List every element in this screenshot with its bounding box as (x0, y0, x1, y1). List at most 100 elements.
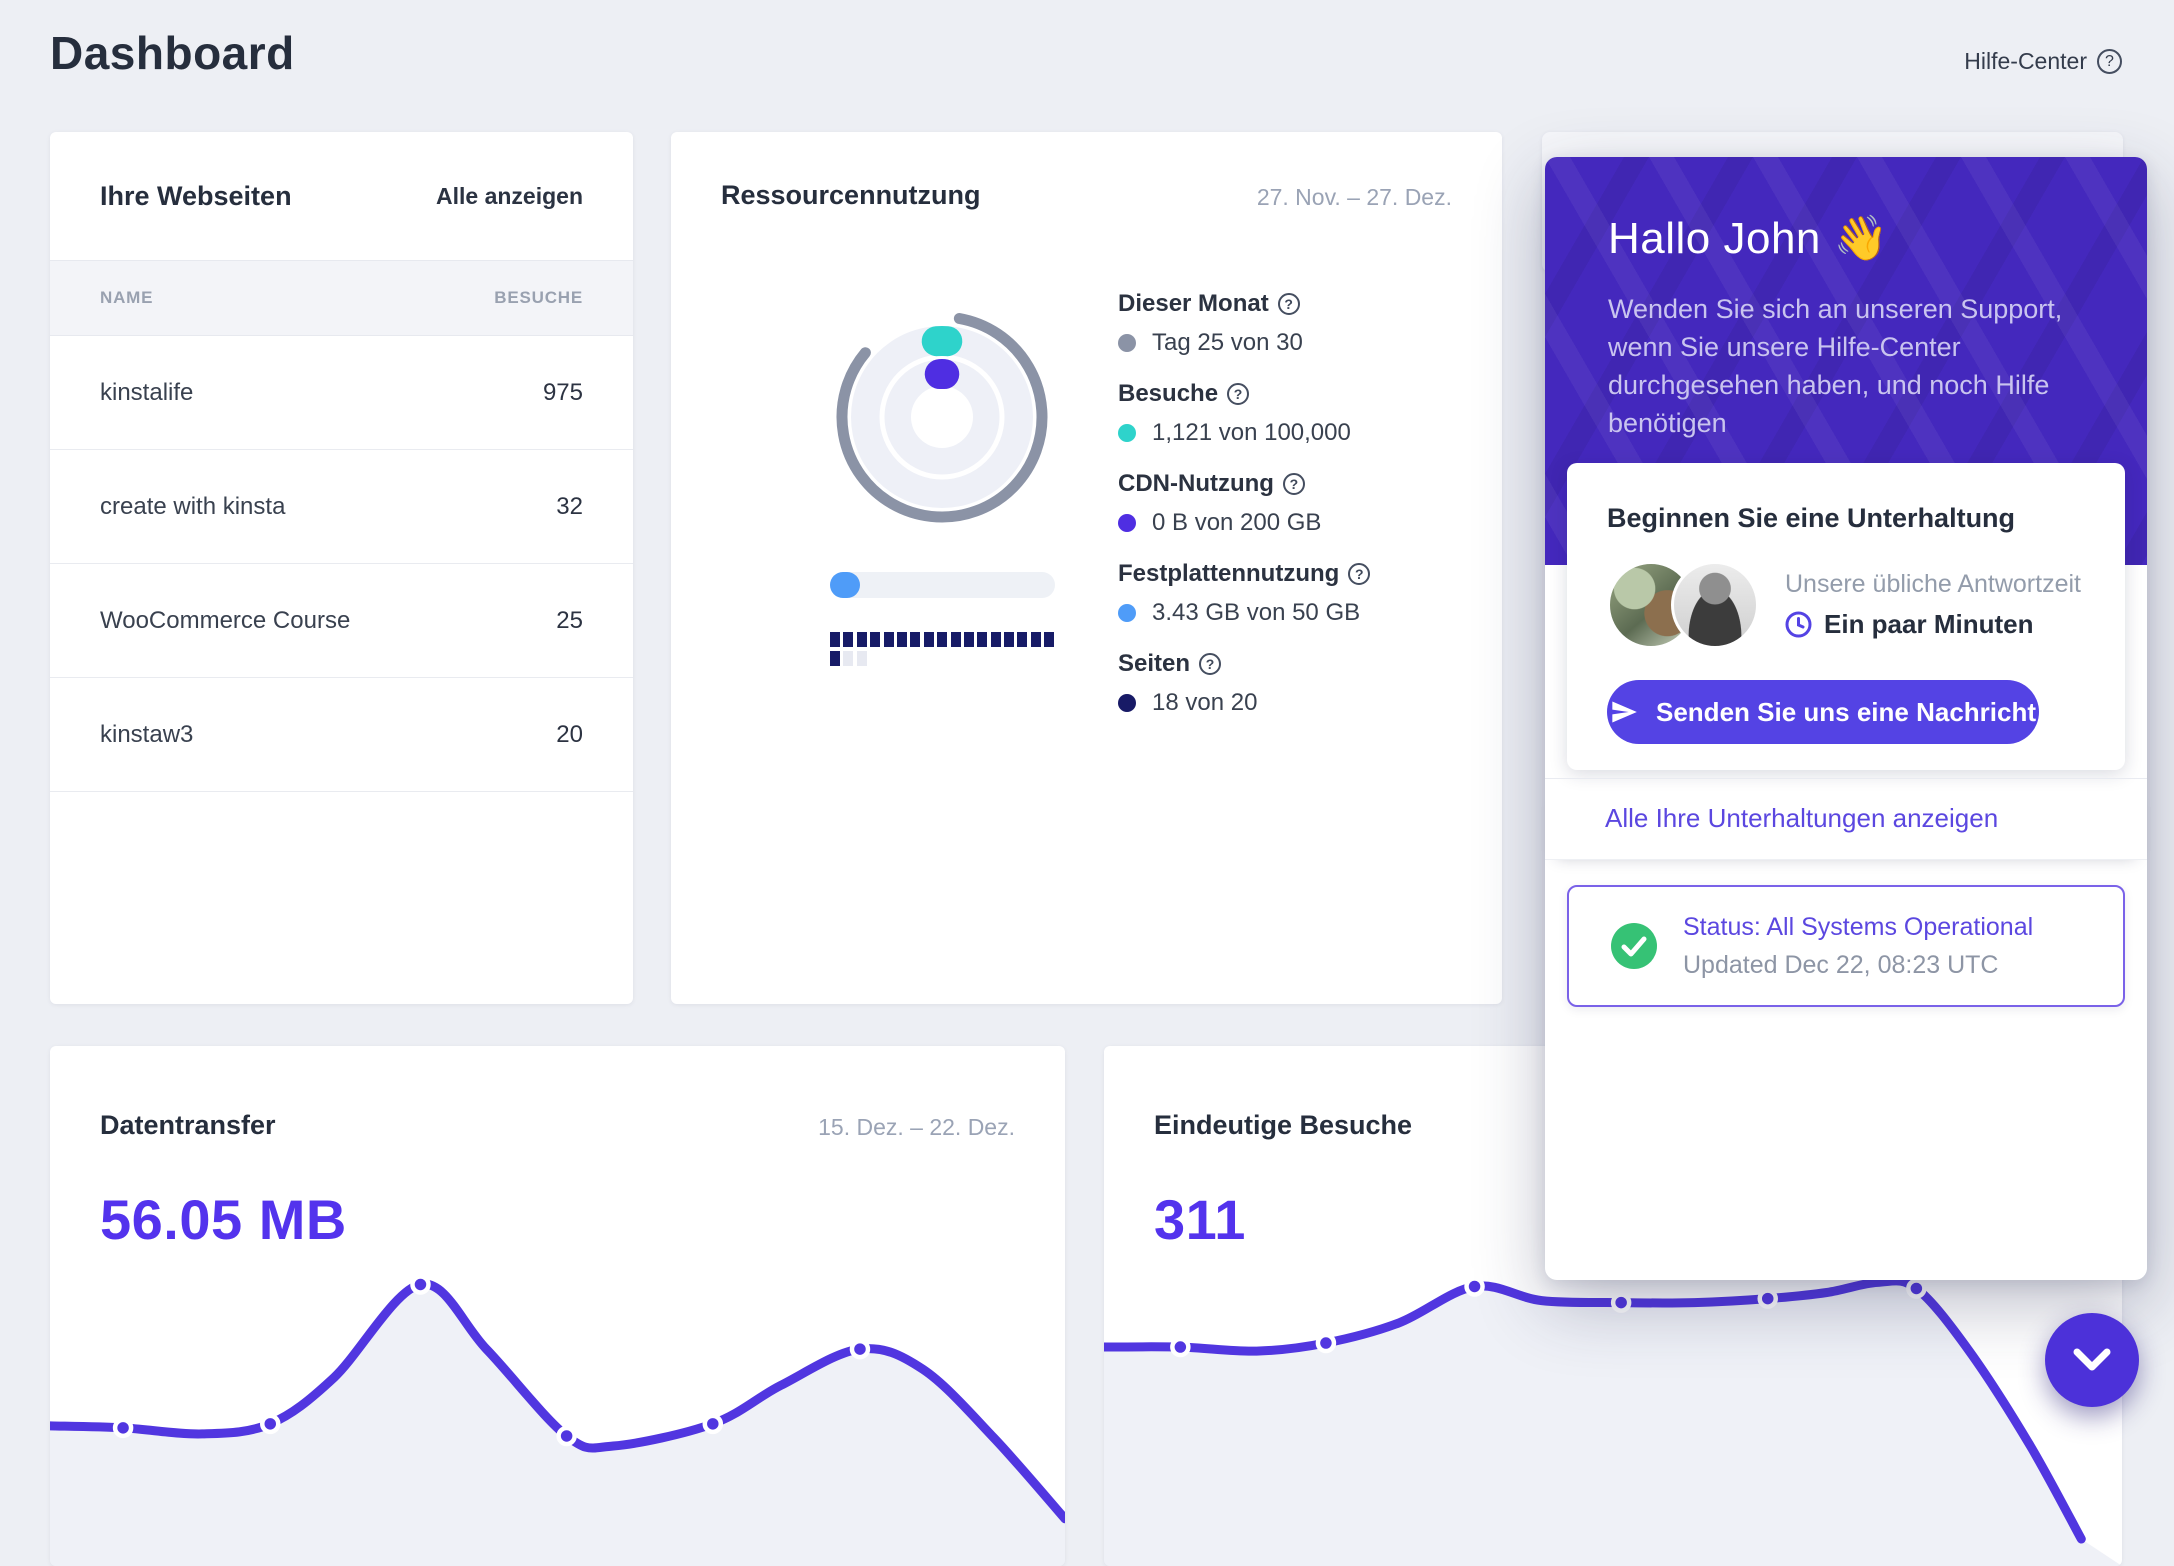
table-row[interactable]: WooCommerce Course 25 (50, 564, 633, 678)
page-segment (897, 632, 907, 647)
data-point (1172, 1339, 1188, 1355)
legend-label: Besuche (1118, 380, 1218, 408)
info-icon[interactable]: ? (1227, 383, 1249, 405)
info-icon[interactable]: ? (1283, 473, 1305, 495)
table-row[interactable]: kinstaw3 20 (50, 678, 633, 792)
page-segment (937, 632, 947, 647)
legend-value: 0 B von 200 GB (1152, 509, 1321, 537)
legend-value: 3.43 GB von 50 GB (1152, 599, 1360, 627)
legend-item-disk: Festplattennutzung? 3.43 GB von 50 GB (1118, 560, 1458, 627)
minimize-chat-button[interactable] (2045, 1313, 2139, 1407)
send-message-button[interactable]: Senden Sie uns eine Nachricht (1607, 680, 2039, 744)
support-chat-widget: Hallo John 👋 Wenden Sie sich an unseren … (1545, 157, 2147, 1280)
page-segment (830, 632, 840, 647)
websites-card: Ihre Webseiten Alle anzeigen NAME BESUCH… (50, 132, 633, 1004)
check-circle-icon (1611, 923, 1657, 969)
unique-visits-title: Eindeutige Besuche (1154, 1110, 1412, 1141)
chat-intro-text: Wenden Sie sich an unseren Support, wenn… (1608, 290, 2068, 442)
legend-dot (1118, 604, 1136, 622)
info-icon[interactable]: ? (1199, 653, 1221, 675)
site-name: WooCommerce Course (100, 607, 350, 635)
help-icon[interactable]: ? (2097, 49, 2122, 74)
status-link[interactable]: Status: All Systems Operational (1683, 913, 2033, 942)
page-segment (1004, 632, 1014, 647)
chevron-down-icon (2071, 1347, 2113, 1373)
data-point (1908, 1280, 1924, 1296)
usage-legend: Dieser Monat? Tag 25 von 30 Besuche? 1,1… (1118, 290, 1458, 740)
page-segment (843, 651, 853, 666)
data-point (705, 1416, 721, 1432)
response-time-value: Ein paar Minuten (1824, 609, 2033, 640)
page-segment (1031, 632, 1041, 647)
data-point (1318, 1335, 1334, 1351)
response-time-label: Unsere übliche Antwortzeit (1785, 570, 2081, 599)
show-all-link[interactable]: Alle anzeigen (436, 183, 583, 210)
column-visits: BESUCHE (494, 288, 583, 308)
site-visits: 32 (556, 493, 583, 521)
resources-date-range: 27. Nov. – 27. Dez. (1257, 180, 1452, 211)
unique-visits-line-chart (1104, 1240, 2122, 1566)
chat-greeting: Hallo John 👋 (1608, 212, 2147, 264)
avatar (1671, 561, 1759, 649)
start-conversation-card: Beginnen Sie eine Unterhaltung Unsere üb… (1567, 463, 2125, 770)
data-point (115, 1420, 131, 1436)
legend-value: 1,121 von 100,000 (1152, 419, 1351, 447)
page-segment (1017, 632, 1027, 647)
page-segment (884, 632, 894, 647)
table-row[interactable]: create with kinsta 32 (50, 450, 633, 564)
resources-card-title: Ressourcennutzung (721, 180, 981, 211)
pages-segments (830, 632, 1058, 670)
table-row[interactable]: kinstalife 975 (50, 336, 633, 450)
conversations-link-row: Alle Ihre Unterhaltungen anzeigen (1545, 778, 2147, 860)
legend-value: 18 von 20 (1152, 689, 1257, 717)
legend-dot (1118, 424, 1136, 442)
page-segment (910, 632, 920, 647)
clock-icon (1785, 611, 1812, 638)
column-name: NAME (100, 288, 153, 308)
legend-label: CDN-Nutzung (1118, 470, 1274, 498)
legend-dot (1118, 514, 1136, 532)
legend-label: Festplattennutzung (1118, 560, 1339, 588)
site-visits: 975 (543, 379, 583, 407)
page-segment (870, 632, 880, 647)
page-segment (830, 651, 840, 666)
legend-item-month: Dieser Monat? Tag 25 von 30 (1118, 290, 1458, 357)
datatransfer-line-chart (50, 1240, 1065, 1566)
data-point (1760, 1291, 1776, 1307)
system-status-card[interactable]: Status: All Systems Operational Updated … (1567, 885, 2125, 1007)
page-segment (924, 632, 934, 647)
site-visits: 20 (556, 721, 583, 749)
data-point (852, 1341, 868, 1357)
help-center-link[interactable]: Hilfe-Center ? (1964, 48, 2122, 75)
websites-card-title: Ihre Webseiten (100, 181, 292, 212)
legend-dot (1118, 334, 1136, 352)
disk-progress-bar (830, 572, 1055, 598)
page-segment (964, 632, 974, 647)
page-segment (951, 632, 961, 647)
all-conversations-link[interactable]: Alle Ihre Unterhaltungen anzeigen (1605, 803, 1998, 833)
legend-dot (1118, 694, 1136, 712)
data-point (1613, 1295, 1629, 1311)
status-updated: Updated Dec 22, 08:23 UTC (1683, 951, 2033, 980)
legend-value: Tag 25 von 30 (1152, 329, 1303, 357)
page-segment (843, 632, 853, 647)
page-segment (977, 632, 987, 647)
legend-label: Seiten (1118, 650, 1190, 678)
info-icon[interactable]: ? (1278, 293, 1300, 315)
send-icon (1610, 698, 1638, 726)
info-icon[interactable]: ? (1348, 563, 1370, 585)
datatransfer-card: Datentransfer 15. Dez. – 22. Dez. 56.05 … (50, 1046, 1065, 1566)
legend-label: Dieser Monat (1118, 290, 1269, 318)
datatransfer-title: Datentransfer (100, 1110, 276, 1141)
datatransfer-value: 56.05 MB (50, 1141, 1065, 1252)
resources-card: Ressourcennutzung 27. Nov. – 27. Dez. Di… (671, 132, 1502, 1004)
disk-progress-fill (830, 572, 860, 598)
legend-item-visits: Besuche? 1,121 von 100,000 (1118, 380, 1458, 447)
data-point (1467, 1278, 1483, 1294)
websites-table-header: NAME BESUCHE (50, 260, 633, 336)
legend-item-pages: Seiten? 18 von 20 (1118, 650, 1458, 717)
support-avatars (1607, 560, 1763, 650)
page-segment (991, 632, 1001, 647)
data-point (262, 1416, 278, 1432)
site-name: kinstaw3 (100, 721, 193, 749)
